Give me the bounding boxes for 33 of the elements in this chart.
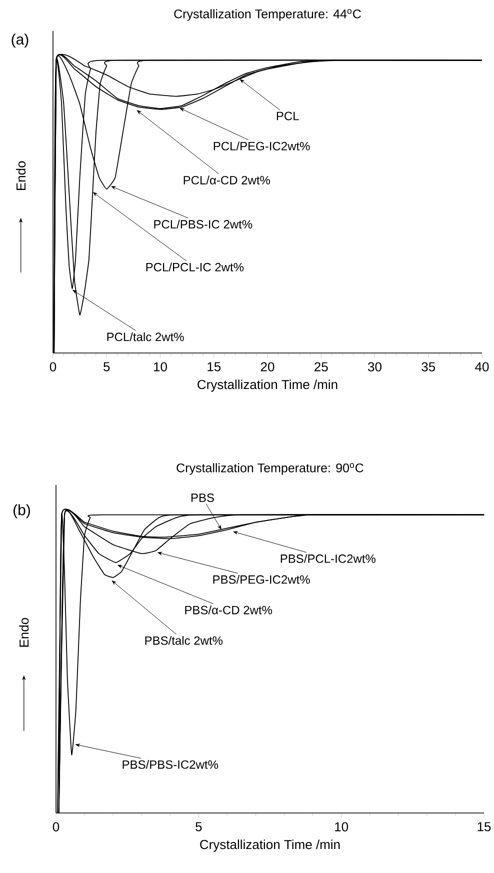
annotation: PCL/α-CD 2wt% — [184, 176, 270, 184]
chart-title: Crystallization Temperature: 44$^{o}$C — [174, 9, 361, 21]
annotation: PBS/α-CD 2wt% — [185, 606, 272, 614]
x-axis-title: Crystallization Time /min — [200, 840, 340, 852]
x-tick-label: 10 — [335, 822, 348, 832]
x-tick-label: 10 — [154, 362, 167, 372]
x-tick-label: 5 — [196, 822, 202, 832]
annotation: PBS/PCL-IC2wt% — [280, 554, 376, 563]
annotation: PCL/talc 2wt% — [107, 332, 184, 342]
text: (a) — [12, 34, 28, 48]
x-tick-label: 40 — [475, 362, 489, 372]
x-tick-label: 5 — [104, 362, 110, 372]
chart-title: Crystallization Temperature: 90$^{o}$C — [176, 463, 364, 475]
annotation: PBS/PEG-IC2wt% — [213, 574, 310, 584]
x-tick-label: 0 — [52, 822, 60, 832]
x-tick-label: 15 — [478, 822, 491, 832]
x-tick-label: 0 — [50, 362, 56, 372]
x-tick-label: 35 — [422, 362, 436, 372]
x-tick-label: 15 — [208, 362, 221, 372]
x-axis-title: Crystallization Time /min — [198, 380, 338, 392]
annotation: PBS/talc 2wt% — [145, 636, 223, 645]
y-axis-title: Endo — [16, 161, 26, 190]
annotation: PCL — [276, 112, 299, 120]
annotation: PCL/PEG-IC2wt% — [214, 142, 310, 150]
x-tick-label: 20 — [260, 362, 274, 372]
text: (b) — [14, 504, 30, 518]
annotation: PCL/PBS-IC 2wt% — [154, 220, 252, 229]
annotation: PBS/PBS-IC2wt% — [122, 760, 218, 769]
annotation: PCL/PCL-IC 2wt% — [146, 262, 244, 272]
x-tick-label: 30 — [368, 362, 382, 372]
annotation: PBS — [191, 493, 214, 502]
y-axis-title: Endo — [19, 618, 29, 647]
x-tick-label: 25 — [314, 362, 328, 372]
